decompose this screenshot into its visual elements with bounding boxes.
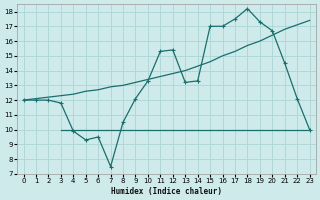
X-axis label: Humidex (Indice chaleur): Humidex (Indice chaleur) [111,187,222,196]
